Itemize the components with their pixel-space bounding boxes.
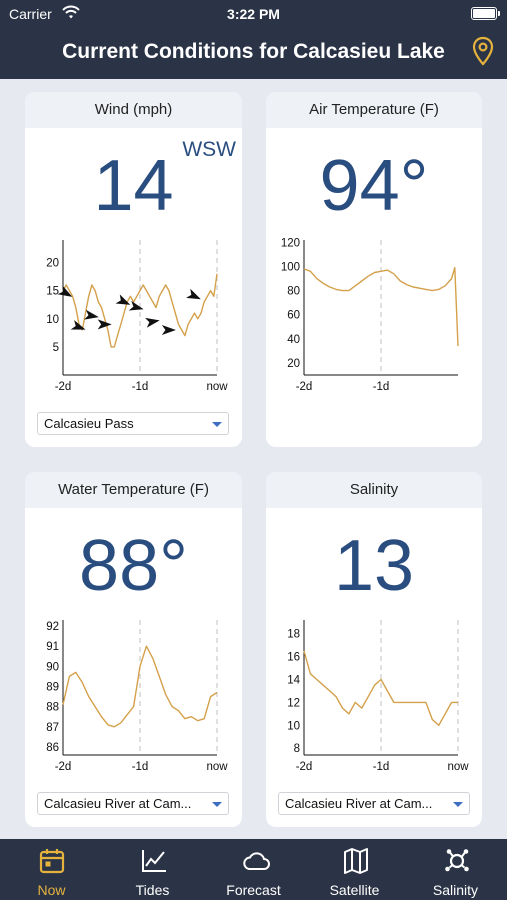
y-tick-label: 91	[46, 641, 59, 653]
y-tick-label: 16	[287, 652, 300, 664]
tab-label: Forecast	[226, 882, 281, 898]
wind-station-label: Calcasieu Pass	[44, 416, 134, 431]
tab-label: Tides	[135, 882, 170, 898]
carrier-label: Carrier	[9, 6, 52, 22]
x-tick-label: now	[447, 761, 469, 773]
salinity-card[interactable]: Salinity 13 8 10 12 14 16 18 -2d -1d now Calcasi…	[266, 472, 482, 827]
wind-station-select[interactable]: Calcasieu Pass	[37, 412, 229, 435]
y-tick-label: 87	[46, 722, 59, 734]
wind-arrow-icon	[97, 319, 112, 330]
air-temperature-value: 94°	[319, 146, 429, 226]
chevron-down-icon	[453, 802, 463, 807]
y-tick-label: 88	[46, 702, 59, 714]
water-temperature-value: 88°	[79, 526, 188, 606]
y-tick-label: 20	[287, 358, 300, 370]
water-station-select[interactable]: Calcasieu River at Cam...	[37, 792, 229, 815]
x-tick-label: -1d	[373, 761, 390, 773]
cloud-icon	[243, 852, 270, 870]
page-title: Current Conditions for Calcasieu Lake	[62, 40, 445, 63]
tab-label: Salinity	[432, 882, 479, 898]
status-time: 3:22 PM	[227, 6, 280, 22]
location-pin-icon[interactable]	[471, 36, 495, 66]
water-temperature-card[interactable]: Water Temperature (F) 88° 86 87 88 89 90 91 92…	[25, 472, 242, 827]
tab-label: Satellite	[329, 882, 380, 898]
x-tick-label: -2d	[55, 381, 72, 393]
tab-forecast[interactable]: Forecast	[203, 839, 304, 900]
water-card-title: Water Temperature (F)	[25, 472, 242, 508]
x-tick-label: -1d	[132, 381, 149, 393]
salinity-value: 13	[333, 526, 415, 606]
salinity-station-label: Calcasieu River at Cam...	[285, 796, 433, 811]
map-icon	[344, 848, 368, 874]
air-card-title: Air Temperature (F)	[266, 92, 482, 128]
header-bar: Carrier 3:22 PM Current Conditions for C…	[0, 0, 507, 79]
x-tick-label: -1d	[132, 761, 149, 773]
series-line	[303, 267, 459, 347]
series-line	[62, 645, 218, 728]
calendar-icon	[39, 849, 65, 874]
line-chart-icon	[142, 850, 166, 872]
wind-arrow-icon	[145, 317, 160, 328]
y-tick-label: 89	[46, 681, 59, 693]
y-tick-label: 12	[287, 697, 300, 709]
y-tick-label: 90	[46, 661, 59, 673]
wind-speed-value: 14	[93, 146, 174, 226]
wind-arrow-icon	[70, 320, 86, 330]
wind-card[interactable]: Wind (mph) WSW 14 5 10 15 20 -2d -1d now Calca…	[25, 92, 242, 447]
wind-direction: WSW	[182, 138, 236, 161]
tab-bar: Now Tides Forecast Satellite	[0, 839, 507, 900]
x-tick-label: now	[206, 381, 228, 393]
y-tick-label: 40	[287, 334, 300, 346]
tab-satellite[interactable]: Satellite	[304, 839, 405, 900]
status-bar: Carrier 3:22 PM	[0, 0, 507, 28]
air-temperature-chart: 20 40 60 80 100 120 -2d -1d	[281, 237, 459, 393]
salinity-icon	[445, 849, 469, 872]
salinity-card-title: Salinity	[266, 472, 482, 508]
wind-arrow-icon	[186, 288, 201, 300]
y-tick-label: 100	[281, 262, 300, 274]
x-tick-label: -2d	[296, 761, 313, 773]
y-tick-label: 120	[281, 237, 300, 249]
wind-arrow-icon	[84, 309, 99, 320]
wind-chart: 5 10 15 20 -2d -1d now	[46, 240, 228, 393]
y-tick-label: 10	[287, 720, 300, 732]
series-line	[62, 273, 218, 348]
x-tick-label: -2d	[296, 381, 313, 393]
wind-arrow-icon	[115, 294, 131, 305]
x-tick-label: -2d	[55, 761, 72, 773]
tab-salinity[interactable]: Salinity	[405, 839, 506, 900]
series-line	[303, 650, 458, 727]
chevron-down-icon	[212, 422, 222, 427]
wind-arrow-icon	[128, 300, 144, 311]
battery-icon	[471, 7, 500, 20]
y-tick-label: 14	[287, 674, 300, 686]
y-tick-label: 5	[53, 342, 59, 354]
wifi-icon	[62, 5, 80, 19]
water-station-label: Calcasieu River at Cam...	[44, 796, 192, 811]
y-tick-label: 20	[46, 258, 59, 270]
y-tick-label: 18	[287, 629, 300, 641]
x-tick-label: now	[206, 761, 228, 773]
salinity-chart: 8 10 12 14 16 18 -2d -1d now	[287, 620, 469, 773]
salinity-station-select[interactable]: Calcasieu River at Cam...	[278, 792, 470, 815]
x-tick-label: -1d	[373, 381, 390, 393]
y-tick-label: 80	[287, 286, 300, 298]
y-tick-label: 60	[287, 310, 300, 322]
chevron-down-icon	[212, 802, 222, 807]
wind-arrow-icon	[57, 285, 73, 297]
tab-tides[interactable]: Tides	[102, 839, 203, 900]
y-tick-label: 15	[46, 286, 59, 298]
wind-arrow-icon	[161, 325, 176, 335]
y-tick-label: 10	[46, 314, 59, 326]
air-temperature-card[interactable]: Air Temperature (F) 94° 20 40 60 80 100 120 -2…	[266, 92, 482, 447]
tab-now[interactable]: Now	[1, 839, 102, 900]
tab-label: Now	[37, 882, 66, 898]
y-tick-label: 86	[46, 742, 59, 754]
y-tick-label: 92	[46, 621, 59, 633]
y-tick-label: 8	[294, 743, 300, 755]
wind-card-title: Wind (mph)	[25, 92, 242, 128]
water-temperature-chart: 86 87 88 89 90 91 92 -2d -1d now	[46, 620, 228, 773]
